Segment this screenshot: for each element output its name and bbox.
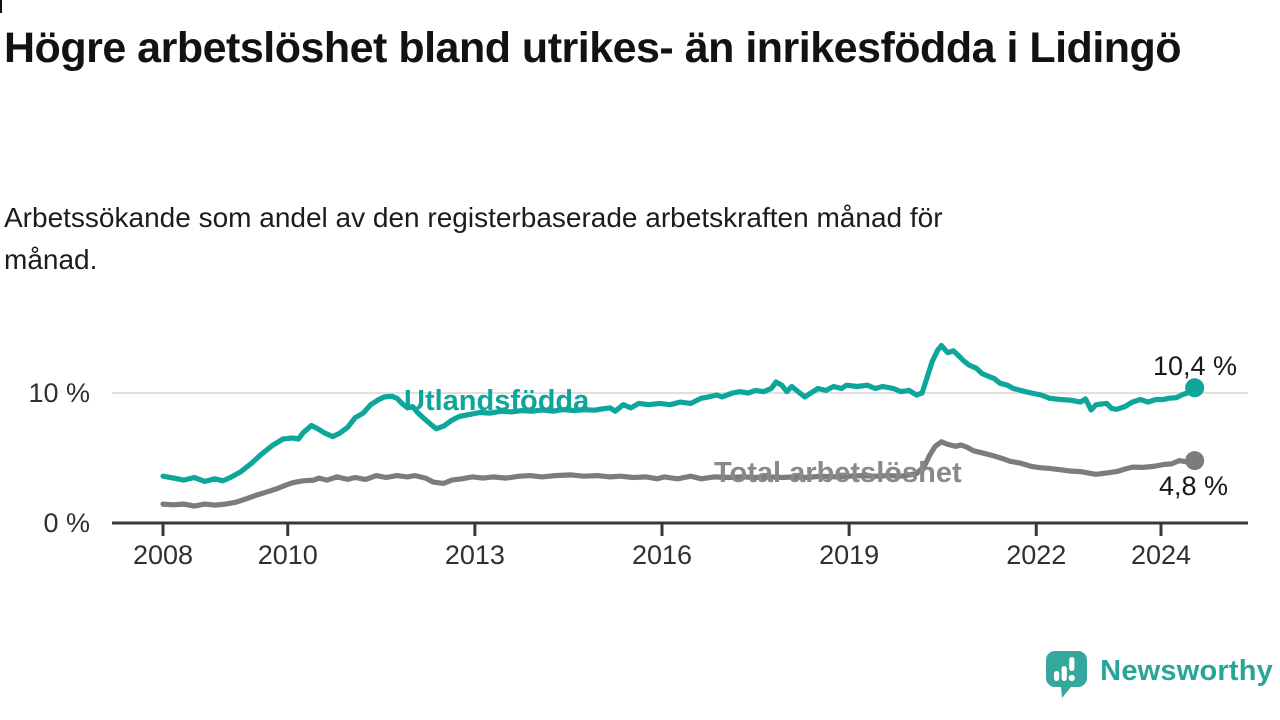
series-label-total-arbetsloshet: Total arbetslöshet bbox=[714, 457, 962, 489]
newsworthy-logo-text: Newsworthy bbox=[1100, 655, 1273, 687]
page-title: Högre arbetslöshet bland utrikes- än inr… bbox=[4, 24, 1182, 72]
x-tick-label-2024: 2024 bbox=[1130, 540, 1192, 570]
newsworthy-logo: Newsworthy bbox=[1045, 649, 1273, 699]
series-line-utlandsfodda bbox=[160, 342, 1198, 484]
x-tick-label-2008: 2008 bbox=[132, 540, 194, 570]
y-tick-label-10: 10 % bbox=[28, 378, 90, 408]
end-dot-total bbox=[1185, 451, 1205, 471]
end-value-label-total: 4,8 % bbox=[1158, 471, 1228, 501]
x-tick-label-2022: 2022 bbox=[1006, 540, 1067, 570]
x-tick-label-2010: 2010 bbox=[257, 540, 318, 570]
series-label-utlandsfodda: Utlandsfödda bbox=[404, 385, 590, 417]
y-tick-label-0: 0 % bbox=[43, 508, 90, 538]
end-value-label-utlandsfodda: 10,4 % bbox=[1152, 351, 1237, 381]
x-tick-label-2019: 2019 bbox=[819, 540, 880, 570]
x-tick-label-2013: 2013 bbox=[444, 540, 505, 570]
x-tick-label-2016: 2016 bbox=[631, 540, 693, 570]
end-dot-utlandsfodda bbox=[1185, 378, 1205, 398]
corner-mark bbox=[0, 0, 2, 13]
page-subtitle: Arbetssökande som andel av den registerb… bbox=[4, 202, 943, 275]
newsworthy-speech-bubble-icon bbox=[1046, 650, 1088, 698]
series-line-total bbox=[160, 439, 1198, 509]
